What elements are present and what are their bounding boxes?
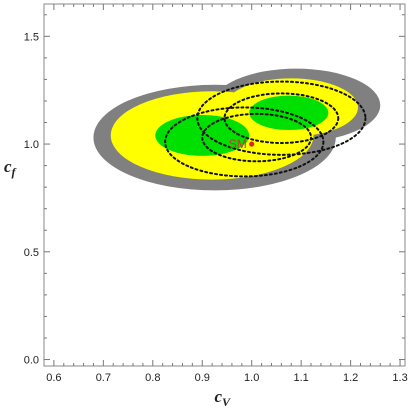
y-tick-label-1: 0.5 <box>24 247 39 259</box>
y-tick-label-3: 1.5 <box>24 31 39 43</box>
confidence-regions <box>93 68 381 191</box>
y-axis-label-main: c <box>4 157 12 176</box>
x-tick-label-4: 1.0 <box>244 372 259 384</box>
sm-label: SM <box>229 137 247 151</box>
y-tick-label-2: 1.0 <box>24 139 39 151</box>
x-tick-label-6: 1.2 <box>343 372 358 384</box>
dotted-contour-1 <box>201 112 313 163</box>
x-tick-label-5: 1.1 <box>294 372 309 384</box>
dotted-contour-0 <box>164 106 325 178</box>
dotted-contour-3 <box>223 92 340 144</box>
axis-tick-labels: 0.6 0.7 0.8 0.9 1.0 1.1 1.2 1.3 0.0 0.5 1.0 1.5 <box>24 31 408 384</box>
x-axis-label: cV <box>215 387 232 409</box>
sm-point <box>249 141 255 147</box>
dotted-contours <box>164 80 367 178</box>
x-tick-label-1: 0.7 <box>96 372 111 384</box>
dotted-contour-2 <box>196 80 367 156</box>
x-tick-label-3: 0.9 <box>195 372 210 384</box>
x-tick-label-7: 1.3 <box>392 372 407 384</box>
x-axis-label-main: c <box>215 387 223 406</box>
x-tick-label-2: 0.8 <box>145 372 160 384</box>
axis-ticks <box>44 4 405 366</box>
y-tick-label-0: 0.0 <box>24 355 39 367</box>
y-axis-label-sub: f <box>12 165 17 179</box>
x-tick-label-0: 0.6 <box>46 372 61 384</box>
x-axis-label-sub: V <box>222 395 231 409</box>
y-axis-label: cf <box>4 157 17 179</box>
